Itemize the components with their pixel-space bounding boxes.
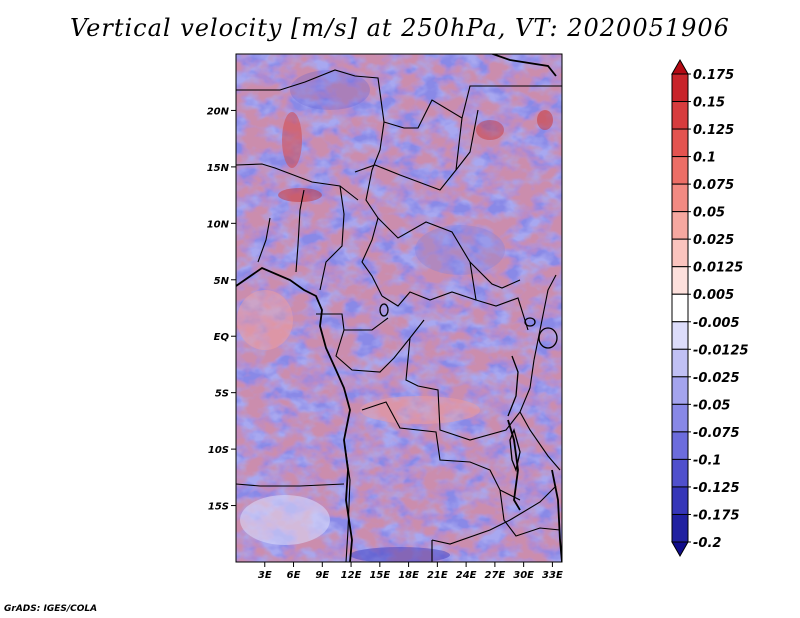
colorbar: 0.175 0.15 0.125 0.1 0.075 0.05 0.025 0.0125 0.0…	[671, 58, 749, 558]
colorbar-label: -0.2	[693, 536, 721, 551]
y-axis: 20N 15N 10N 5N EQ 5S 10S 15S	[207, 106, 236, 513]
colorbar-label: -0.075	[693, 426, 740, 441]
colorbar-bin	[671, 486, 689, 515]
y-tick-label: 10S	[208, 445, 229, 456]
colorbar-label: 0.005	[693, 288, 734, 303]
colorbar-label: 0.075	[693, 178, 734, 193]
colorbar-bottom-arrow	[671, 541, 689, 558]
x-tick-label: 33E	[542, 570, 563, 581]
x-tick-label: 12E	[341, 570, 362, 581]
x-axis: 3E 6E 9E 12E 15E 18E 21E 24E 27E 30E 33E	[258, 562, 563, 581]
colorbar-label: 0.15	[693, 96, 725, 111]
colorbar-label: -0.005	[693, 316, 740, 331]
x-tick-label: 9E	[315, 570, 329, 581]
colorbar-bin	[671, 266, 689, 295]
colorbar-bin	[671, 348, 689, 378]
map-panel	[235, 53, 563, 563]
colorbar-top-arrow	[671, 58, 689, 75]
x-tick-label: 18E	[398, 570, 419, 581]
y-tick-label: 15S	[208, 502, 229, 513]
y-tick-label: 10N	[207, 219, 230, 230]
x-tick-label: 6E	[287, 570, 301, 581]
colorbar-bin	[671, 128, 689, 158]
colorbar-bin	[671, 73, 689, 103]
colorbar-label: 0.125	[693, 123, 734, 138]
colorbar-label: -0.05	[693, 398, 730, 413]
colorbar-bin	[671, 101, 689, 130]
colorbar-label: -0.0125	[693, 343, 749, 358]
colorbar-label: 0.1	[693, 151, 716, 166]
grads-credit: GrADS: IGES/COLA	[4, 604, 98, 614]
y-tick-label: 5S	[215, 389, 229, 400]
colorbar-bin	[671, 458, 689, 488]
map-frame	[235, 53, 563, 563]
colorbar-label: 0.025	[693, 233, 734, 248]
x-tick-label: 15E	[369, 570, 390, 581]
colorbar-bin	[671, 183, 689, 213]
x-tick-label: 27E	[485, 570, 506, 581]
colorbar-bin	[671, 513, 689, 543]
colorbar-label: -0.125	[693, 481, 740, 496]
y-tick-label: 5N	[214, 276, 230, 287]
colorbar-bin	[671, 156, 689, 185]
colorbar-bin	[671, 211, 689, 240]
colorbar-bin	[671, 431, 689, 460]
y-tick-label: EQ	[214, 332, 230, 343]
colorbar-label: -0.175	[693, 508, 740, 523]
x-tick-label: 24E	[456, 570, 477, 581]
lakes	[379, 303, 558, 473]
y-tick-label: 15N	[207, 163, 230, 174]
x-tick-label: 21E	[427, 570, 448, 581]
colorbar-bin	[671, 376, 689, 405]
colorbar-bin	[671, 238, 689, 268]
y-tick-label: 20N	[207, 106, 230, 117]
colorbar-label: 0.05	[693, 206, 725, 221]
colorbar-label: 0.175	[693, 68, 734, 83]
colorbar-bin	[671, 293, 689, 323]
colorbar-label: -0.025	[693, 371, 740, 386]
colorbar-label: 0.0125	[693, 261, 743, 276]
chart-title: Vertical velocity [m/s] at 250hPa, VT: 2…	[70, 14, 730, 42]
x-tick-label: 30E	[513, 570, 534, 581]
x-tick-label: 3E	[258, 570, 272, 581]
colorbar-label: -0.1	[693, 453, 721, 468]
colorbar-bin	[671, 321, 689, 350]
colorbar-bin	[671, 403, 689, 433]
